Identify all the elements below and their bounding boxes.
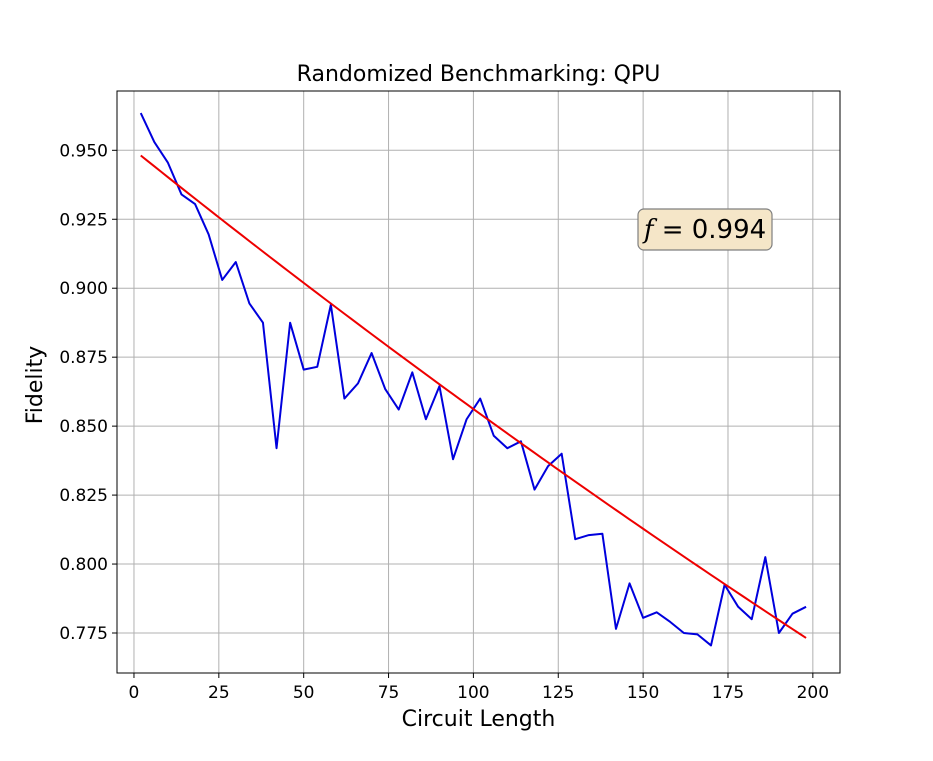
y-tick-label: 0.875	[59, 348, 108, 368]
fidelity-annotation: f = 0.994	[637, 208, 773, 251]
y-tick-label: 0.825	[59, 486, 108, 506]
y-tick-label: 0.775	[59, 624, 108, 644]
x-tick-label: 50	[293, 683, 315, 703]
x-tick-label: 25	[208, 683, 230, 703]
y-tick-label: 0.950	[59, 141, 108, 161]
x-tick-label: 125	[542, 683, 574, 703]
y-tick-label: 0.925	[59, 210, 108, 230]
annotation-value: = 0.994	[653, 215, 766, 245]
y-axis-label: Fidelity	[23, 346, 48, 425]
x-tick-label: 150	[627, 683, 659, 703]
chart-title: Randomized Benchmarking: QPU	[297, 62, 661, 87]
annotation-box	[637, 208, 773, 251]
y-tick-label: 0.900	[59, 279, 108, 299]
plot-frame	[116, 90, 841, 674]
x-tick-label: 0	[129, 683, 140, 703]
y-tick-label: 0.850	[59, 417, 108, 437]
x-tick-label: 75	[378, 683, 400, 703]
grid	[117, 91, 840, 673]
y-tick-label: 0.800	[59, 555, 108, 575]
x-axis-label: Circuit Length	[402, 707, 556, 732]
ticks: 0 25 50 75 100 125 150 175 200 0.775 0.800 0.825 0.8…	[59, 141, 829, 703]
fit-curve-line	[140, 154, 807, 639]
x-tick-label: 200	[797, 683, 829, 703]
x-tick-label: 100	[457, 683, 489, 703]
series-layer	[139, 112, 807, 647]
plot-area	[117, 91, 840, 673]
x-tick-label: 175	[712, 683, 744, 703]
annotation-text: f = 0.994	[642, 215, 766, 245]
